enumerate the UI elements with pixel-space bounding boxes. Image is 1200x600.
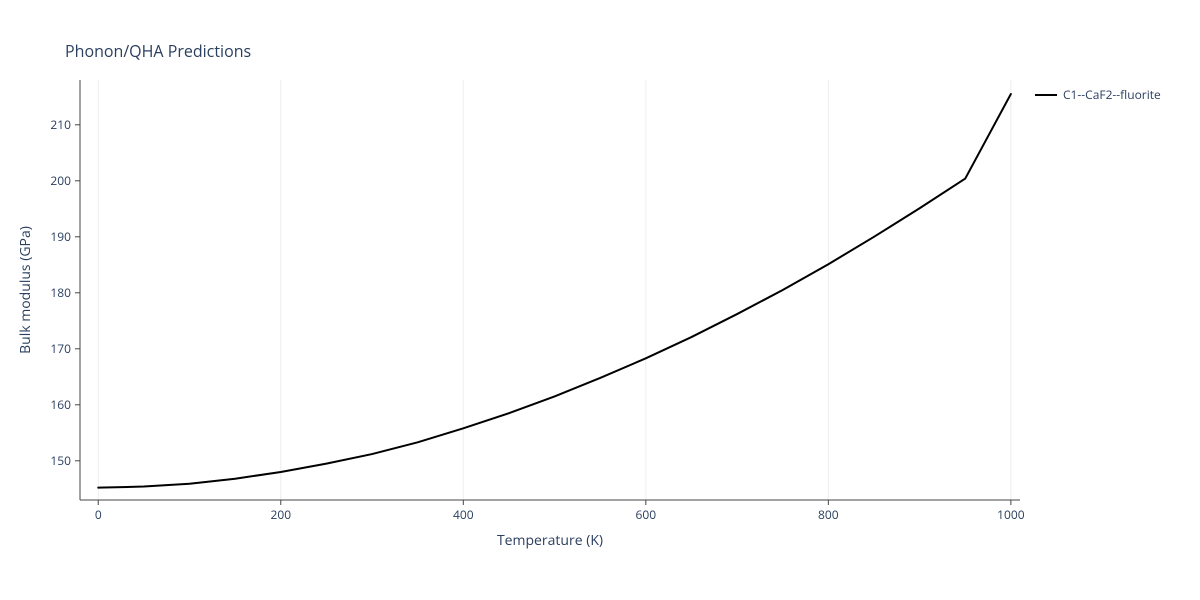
series-line-0: [98, 94, 1011, 488]
x-tick-label: 600: [636, 506, 657, 523]
legend-label: C1--CaF2--fluorite: [1063, 86, 1161, 103]
y-tick-label: 210: [50, 116, 71, 133]
y-axis-label: Bulk modulus (GPa): [16, 226, 35, 354]
series-group: [98, 94, 1011, 488]
y-tick-label: 190: [50, 228, 71, 245]
y-tick-label: 150: [50, 452, 71, 469]
chart-title: Phonon/QHA Predictions: [65, 40, 251, 62]
x-tick-label: 400: [453, 506, 474, 523]
x-axis-label: Temperature (K): [497, 531, 603, 550]
grid-x: [98, 80, 1011, 500]
y-tick-label: 180: [50, 284, 71, 301]
x-tick-label: 0: [95, 506, 102, 523]
y-tick-label: 170: [50, 340, 71, 357]
legend: C1--CaF2--fluorite: [1035, 86, 1161, 103]
y-tick-label: 200: [50, 172, 71, 189]
x-tick-label: 200: [270, 506, 291, 523]
x-tick-label: 1000: [997, 506, 1025, 523]
x-tick-label: 800: [818, 506, 839, 523]
y-ticks: 150 160 170 180 190 200 210: [50, 116, 80, 469]
y-tick-label: 160: [50, 396, 71, 413]
x-ticks: 0 200 400 600 800 1000: [95, 500, 1025, 523]
line-chart: 02004006008001000 150160170180190200210 …: [0, 0, 1200, 600]
axes: [80, 80, 1020, 500]
